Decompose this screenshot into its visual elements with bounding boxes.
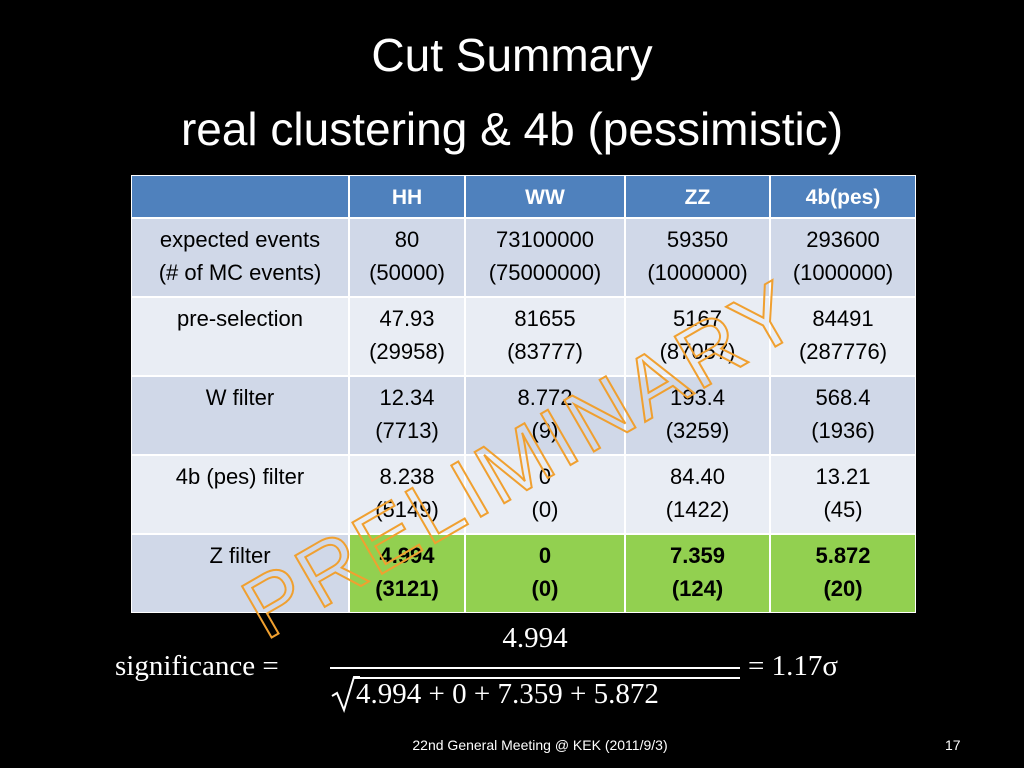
- cell-line: (1936): [811, 418, 875, 443]
- cell-line: pre-selection: [177, 306, 303, 331]
- row-label: pre-selection: [131, 297, 349, 376]
- cell-line: (0): [531, 576, 559, 601]
- data-cell: 7.359 (124): [625, 534, 770, 613]
- cell-line: 5.872: [815, 543, 871, 568]
- data-cell: 59350 (1000000): [625, 218, 770, 297]
- data-cell: 80 (50000): [349, 218, 465, 297]
- cell-line: 84.40: [669, 464, 726, 489]
- cell-line: (1422): [665, 497, 730, 522]
- cell-line: 73100000: [496, 227, 594, 252]
- cell-line: (3259): [665, 418, 730, 443]
- cell-line: 4.994: [379, 543, 435, 568]
- cell-line: 4b (pes) filter: [175, 464, 305, 489]
- cell-line: W filter: [205, 385, 275, 410]
- cell-line: 293600: [806, 227, 880, 252]
- cell-line: (124): [671, 576, 724, 601]
- footer: 22nd General Meeting @ KEK (2011/9/3): [412, 737, 668, 753]
- cell-line: 13.21: [815, 464, 871, 489]
- header-cell: 4b(pes): [770, 175, 916, 218]
- title: Cut Summary: [371, 29, 653, 81]
- cell-line: 568.4: [815, 385, 871, 410]
- data-cell: 5167 (87057): [625, 297, 770, 376]
- data-cell: 81655 (83777): [465, 297, 625, 376]
- cell-line: (75000000): [488, 260, 602, 285]
- cell-line: 8.238: [379, 464, 435, 489]
- cell-line: Z filter: [209, 543, 271, 568]
- header-cell: [131, 175, 349, 218]
- cell-line: (7713): [375, 418, 439, 443]
- data-cell: 47.93 (29958): [349, 297, 465, 376]
- cell-line: (87057): [659, 339, 736, 364]
- cell-line: (20): [823, 576, 863, 601]
- data-cell: 8.238 (5149): [349, 455, 465, 534]
- data-cell: 73100000 (75000000): [465, 218, 625, 297]
- cell-line: (5149): [375, 497, 439, 522]
- cell-line: 0: [538, 464, 552, 489]
- row-label: 4b (pes) filter: [131, 455, 349, 534]
- data-cell: 12.34 (7713): [349, 376, 465, 455]
- cell-line: (1000000): [792, 260, 894, 285]
- cell-line: 47.93: [379, 306, 435, 331]
- data-cell: 4.994 (3121): [349, 534, 465, 613]
- cell-line: (29958): [369, 339, 445, 364]
- fraction-bar: [330, 667, 740, 669]
- cell-line: 7.359: [669, 543, 726, 568]
- data-cell: 84.40 (1422): [625, 455, 770, 534]
- row-label: Z filter: [131, 534, 349, 613]
- formula-lhs: significance =: [115, 650, 279, 682]
- cell-line: 59350: [666, 227, 729, 252]
- cell-line: 12.34: [379, 385, 435, 410]
- row-label: expected events (# of MC events): [131, 218, 349, 297]
- cell-line: 8.772: [517, 385, 573, 410]
- data-cell: 5.872 (20): [770, 534, 916, 613]
- cell-line: (0): [531, 497, 559, 522]
- cell-line: (# of MC events): [158, 260, 322, 285]
- data-cell: 8.772 (9): [465, 376, 625, 455]
- data-cell: 0 (0): [465, 455, 625, 534]
- cell-line: 5167: [673, 306, 722, 331]
- formula-numerator: 4.994: [502, 622, 568, 654]
- page-number: 17: [945, 737, 961, 753]
- data-cell: 13.21 (45): [770, 455, 916, 534]
- data-cell: 193.4 (3259): [625, 376, 770, 455]
- data-cell: 84491 (287776): [770, 297, 916, 376]
- header-cell: WW: [465, 175, 625, 218]
- cell-line: 193.4: [669, 385, 726, 410]
- subtitle: real clustering & 4b (pessimistic): [180, 103, 844, 155]
- header-cell: HH: [349, 175, 465, 218]
- cell-line: (9): [531, 418, 559, 443]
- cell-line: 80: [394, 227, 420, 252]
- formula-denominator: 4.994 + 0 + 7.359 + 5.872: [356, 678, 659, 710]
- header-cell: ZZ: [625, 175, 770, 218]
- formula-result: = 1.17σ: [748, 650, 838, 682]
- cell-line: (45): [823, 497, 863, 522]
- data-cell: 568.4 (1936): [770, 376, 916, 455]
- data-cell: 293600 (1000000): [770, 218, 916, 297]
- data-cell: 0 (0): [465, 534, 625, 613]
- cell-line: (50000): [369, 260, 445, 285]
- cell-line: 0: [538, 543, 552, 568]
- cell-line: expected events: [159, 227, 321, 252]
- sqrt-bar: [354, 677, 740, 679]
- cell-line: (3121): [375, 576, 439, 601]
- cell-line: 84491: [812, 306, 874, 331]
- row-label: W filter: [131, 376, 349, 455]
- cell-line: (83777): [507, 339, 583, 364]
- cell-line: (287776): [798, 339, 888, 364]
- cell-line: (1000000): [647, 260, 748, 285]
- cell-line: 81655: [514, 306, 576, 331]
